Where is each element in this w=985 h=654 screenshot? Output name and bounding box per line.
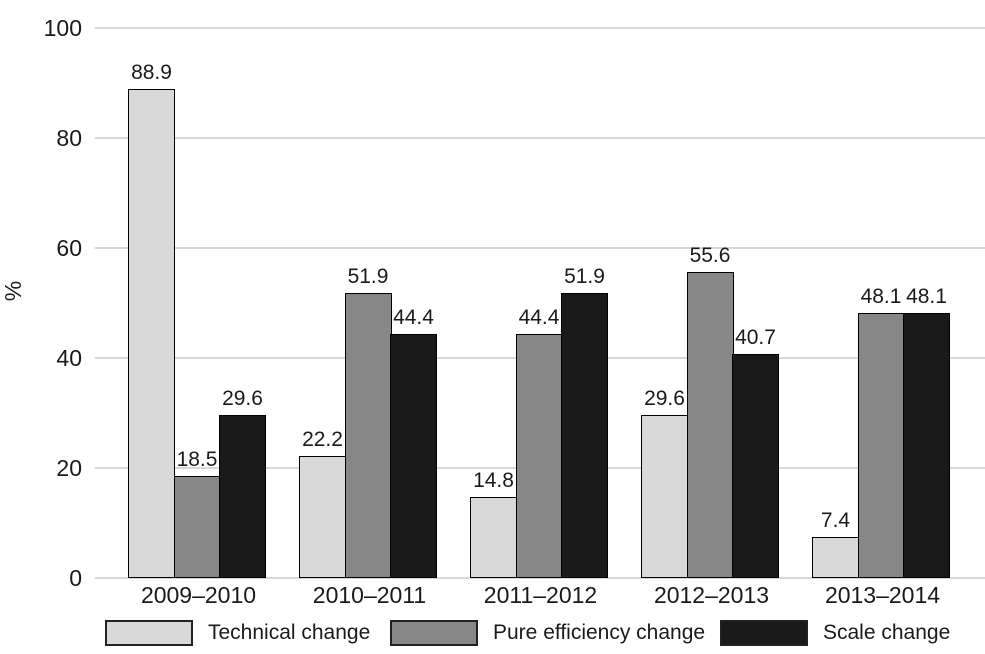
legend-label: Scale change <box>823 621 951 644</box>
bar-column: 44.4 <box>390 306 437 578</box>
bar <box>219 415 266 578</box>
x-tick-label: 2013–2014 <box>824 582 941 608</box>
bar-value-label: 22.2 <box>302 427 343 451</box>
bar-value-label: 40.7 <box>735 326 776 350</box>
bar <box>299 455 346 578</box>
y-axis-title: % <box>0 280 26 302</box>
bar <box>344 292 392 578</box>
bar <box>173 476 221 578</box>
y-tick-label: 60 <box>56 235 82 261</box>
bar-column: 48.1 <box>903 285 950 578</box>
x-tick-label: 2010–2011 <box>312 582 427 608</box>
bar-column: 7.4 <box>812 509 859 578</box>
x-tick-label: 2012–2013 <box>653 582 770 608</box>
y-tick-label: 0 <box>69 565 82 591</box>
bar-column: 51.9 <box>344 264 392 578</box>
bar-group: 88.9 18.5 29.6 <box>128 61 269 578</box>
bar-group: 22.2 51.9 44.4 <box>299 265 440 578</box>
legend-item: Technical change <box>105 620 370 646</box>
bar <box>561 292 608 578</box>
legend-item: Scale change <box>720 620 950 646</box>
bar <box>641 415 688 578</box>
bar <box>732 354 779 578</box>
bar-column: 48.1 <box>857 285 905 578</box>
gridline <box>95 577 985 579</box>
legend-swatch <box>105 620 193 646</box>
bar-column: 40.7 <box>732 326 779 578</box>
legend-swatch <box>390 620 478 646</box>
y-tick-label: 100 <box>43 15 82 41</box>
bar-column: 51.9 <box>561 265 608 578</box>
bar-value-label: 55.6 <box>689 244 731 268</box>
bar-column: 14.8 <box>470 469 517 578</box>
bar <box>812 537 859 578</box>
y-tick-label: 20 <box>56 455 82 481</box>
bar <box>903 313 950 578</box>
bar-value-label: 44.4 <box>518 305 560 329</box>
bar <box>515 333 563 578</box>
bar-value-label: 51.9 <box>347 264 389 288</box>
bar-value-label: 44.4 <box>393 305 434 329</box>
bar <box>857 313 905 578</box>
bar-value-label: 48.1 <box>860 285 902 309</box>
bar <box>686 272 734 578</box>
bar <box>470 496 517 578</box>
bar-column: 29.6 <box>219 387 266 578</box>
bar-value-label: 18.5 <box>176 448 218 472</box>
bar-group: 14.8 44.4 51.9 <box>470 265 611 578</box>
bar-column: 22.2 <box>299 428 346 578</box>
legend-label: Technical change <box>208 621 371 644</box>
bar-value-label: 48.1 <box>906 285 947 309</box>
legend: Technical change Pure efficiency change Sc… <box>0 620 985 650</box>
legend-item: Pure efficiency change <box>390 620 705 646</box>
bar-column: 44.4 <box>515 305 563 578</box>
bar-value-label: 7.4 <box>820 509 851 533</box>
bar-group: 29.6 55.6 40.7 <box>641 244 782 578</box>
x-tick-label: 2011–2012 <box>483 582 598 608</box>
legend-label: Pure efficiency change <box>493 621 706 644</box>
x-tick-label: 2009–2010 <box>140 582 257 608</box>
bar-group: 7.4 48.1 48.1 <box>812 285 953 578</box>
y-tick-label: 40 <box>56 345 82 371</box>
bar <box>128 89 175 578</box>
bar-column: 18.5 <box>173 448 221 578</box>
bar-value-label: 88.9 <box>131 61 172 85</box>
gridline <box>95 247 985 249</box>
bar-value-label: 14.8 <box>473 468 514 492</box>
bar <box>390 333 437 578</box>
bar-value-label: 29.6 <box>222 387 263 411</box>
bar-column: 88.9 <box>128 61 175 578</box>
bar-column: 29.6 <box>641 387 688 578</box>
bar-column: 55.6 <box>686 244 734 578</box>
legend-swatch <box>720 620 808 646</box>
gridline <box>95 137 985 139</box>
bar-value-label: 29.6 <box>644 387 685 411</box>
gridline <box>95 27 985 29</box>
y-tick-label: 80 <box>56 125 82 151</box>
bar-value-label: 51.9 <box>564 264 605 288</box>
